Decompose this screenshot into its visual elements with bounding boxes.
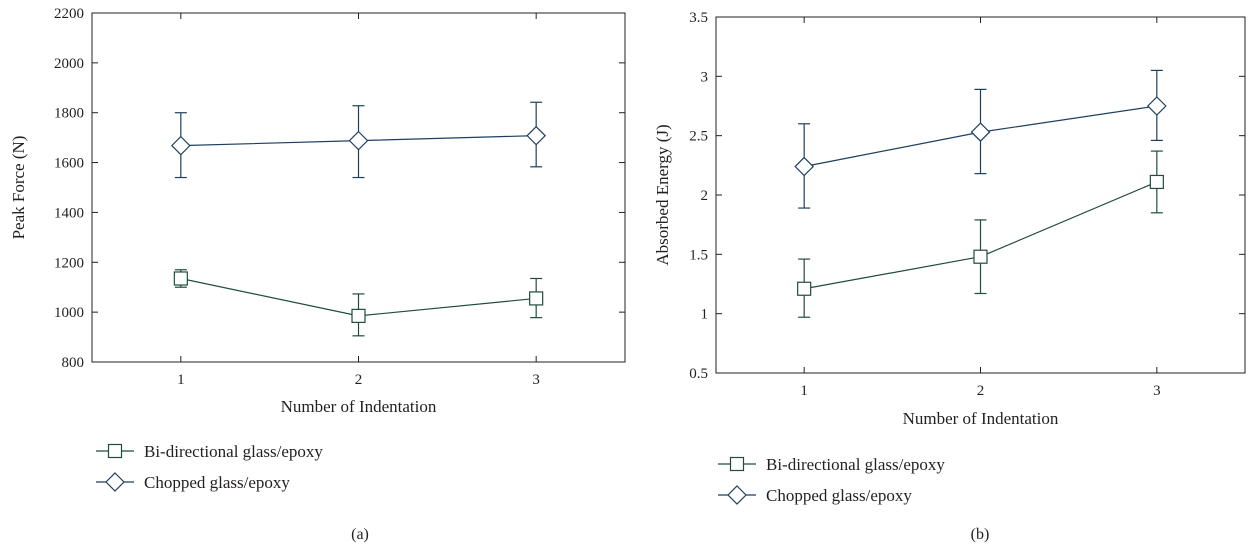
data-point-diamond <box>172 137 190 155</box>
data-point-square <box>1150 175 1163 188</box>
legend-label: Bi-directional glass/epoxy <box>766 455 945 474</box>
x-tick-label: 2 <box>355 372 363 388</box>
x-axis-title: Number of Indentation <box>281 397 437 416</box>
x-tick-label: 3 <box>532 372 540 388</box>
y-tick-label: 1600 <box>54 156 84 172</box>
y-tick-label: 1200 <box>54 255 84 271</box>
legend-entry: Bi-directional glass/epoxy <box>96 442 323 461</box>
series-square <box>174 270 542 336</box>
series-diamond <box>172 102 545 177</box>
x-tick-label: 2 <box>977 383 985 399</box>
y-tick-label: 3.5 <box>689 10 708 26</box>
data-point-diamond <box>795 158 813 176</box>
y-tick-label: 1800 <box>54 106 84 122</box>
chart-panel-1: 800 1000 1200 1400 1600 1800 2000 2200 1 2 3 Number… <box>9 6 625 543</box>
data-point-diamond <box>527 127 545 145</box>
x-tick-label: 1 <box>177 372 185 388</box>
legend-label: Chopped glass/epoxy <box>144 473 290 492</box>
data-point-square <box>974 250 987 263</box>
x-tick-label: 3 <box>1153 383 1161 399</box>
legend-marker-diamond <box>106 473 124 491</box>
data-point-diamond <box>1148 97 1166 115</box>
data-point-square <box>352 309 365 322</box>
data-point-diamond <box>350 132 368 150</box>
series-square <box>798 151 1164 317</box>
y-tick-label: 2000 <box>54 56 84 72</box>
legend-label: Bi-directional glass/epoxy <box>144 442 323 461</box>
y-axis-title: Peak Force (N) <box>9 136 28 240</box>
plot-frame <box>716 17 1245 373</box>
data-point-square <box>798 282 811 295</box>
y-tick-label: 2 <box>701 188 709 204</box>
chart-panel-2: 0.5 1 1.5 2 2.5 3 3.5 1 2 3 Number of Indentation A… <box>653 10 1245 543</box>
legend-marker-square <box>731 458 744 471</box>
y-tick-label: 800 <box>62 355 85 371</box>
legend-marker-diamond <box>728 486 746 504</box>
y-tick-label: 1 <box>701 307 709 323</box>
panel-label: (a) <box>351 526 369 543</box>
legend-entry: Bi-directional glass/epoxy <box>718 455 945 474</box>
legend-entry: Chopped glass/epoxy <box>96 473 290 492</box>
y-tick-label: 1000 <box>54 305 84 321</box>
data-point-square <box>530 292 543 305</box>
y-tick-label: 0.5 <box>689 366 708 382</box>
data-point-diamond <box>972 123 990 141</box>
panel-label: (b) <box>971 526 990 543</box>
legend-label: Chopped glass/epoxy <box>766 486 912 505</box>
y-axis-title: Absorbed Energy (J) <box>653 124 672 265</box>
legend-entry: Chopped glass/epoxy <box>718 486 912 505</box>
y-tick-label: 2200 <box>54 6 84 22</box>
y-tick-label: 2.5 <box>689 129 708 145</box>
x-tick-label: 1 <box>800 383 808 399</box>
data-point-square <box>174 272 187 285</box>
y-tick-label: 1.5 <box>689 247 708 263</box>
x-axis-title: Number of Indentation <box>903 409 1059 428</box>
series-diamond <box>795 70 1166 208</box>
y-tick-label: 3 <box>701 69 709 85</box>
y-tick-label: 1400 <box>54 205 84 221</box>
legend-marker-square <box>109 445 122 458</box>
